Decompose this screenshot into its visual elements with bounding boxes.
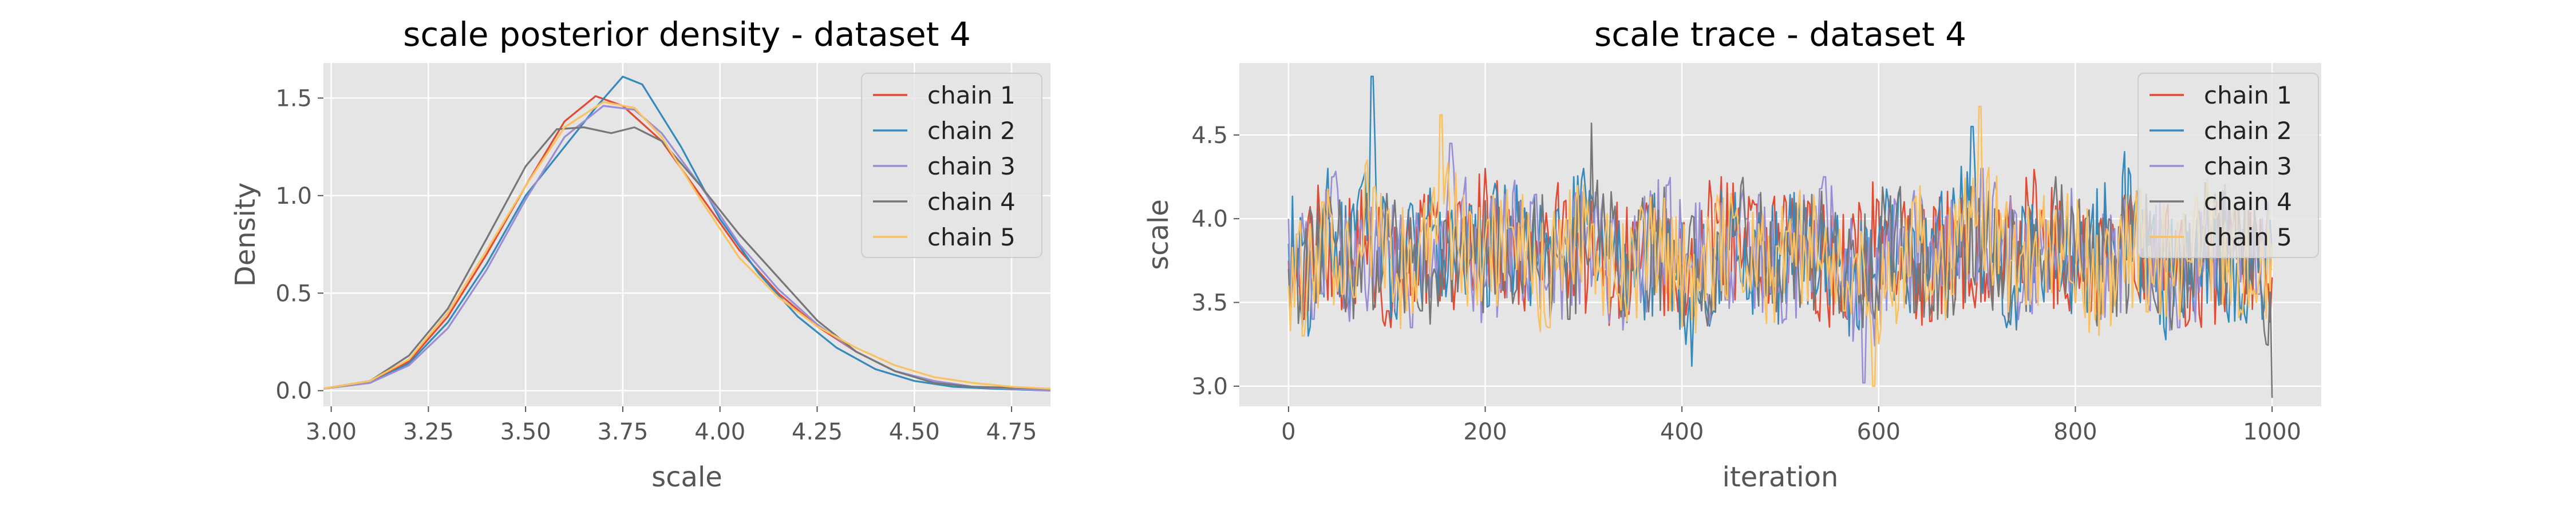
density-x-tick-label: 4.50 — [889, 419, 940, 445]
trace-x-ticks: 0 200 400 600 800 1000 — [1281, 406, 2301, 445]
trace-y-tick-label: 4.0 — [1191, 206, 1228, 232]
density-y-axis-label: Density — [230, 183, 262, 287]
trace-x-axis-label: iteration — [1722, 461, 1839, 493]
density-x-tick-label: 4.75 — [986, 419, 1037, 445]
density-y-ticks: 0.0 0.5 1.0 1.5 — [275, 85, 323, 405]
trace-y-ticks: 3.0 3.5 4.0 4.5 — [1191, 122, 1239, 400]
density-x-tick-label: 3.75 — [597, 419, 648, 445]
trace-legend-label-1: chain 1 — [2204, 81, 2292, 109]
trace-legend-box — [2138, 73, 2319, 258]
density-series-line-4 — [323, 126, 1050, 390]
trace-y-tick-label: 3.5 — [1191, 290, 1228, 316]
density-series-line-2 — [323, 76, 1050, 392]
trace-legend-label-4: chain 4 — [2204, 188, 2292, 216]
trace-y-tick-label: 4.5 — [1191, 122, 1228, 149]
density-legend-label-2: chain 2 — [927, 117, 1016, 145]
density-legend-label-4: chain 4 — [927, 188, 1016, 216]
density-x-tick-label: 4.25 — [792, 419, 843, 445]
trace-x-tick-label: 600 — [1857, 419, 1901, 445]
trace-x-tick-label: 400 — [1660, 419, 1704, 445]
density-chart: scale posterior density - dataset 4 3.00… — [230, 15, 1050, 493]
trace-series-line-5 — [1287, 105, 2273, 387]
trace-series — [1287, 76, 2273, 398]
density-x-tick-label: 3.25 — [403, 419, 454, 445]
trace-x-tick-label: 0 — [1281, 419, 1295, 445]
trace-x-tick-label: 1000 — [2243, 419, 2301, 445]
density-y-tick-label: 1.5 — [275, 85, 312, 112]
density-y-tick-label: 0.0 — [275, 378, 312, 405]
trace-legend: chain 1 chain 2 chain 3 chain 4 chain 5 — [2138, 73, 2319, 258]
density-legend: chain 1 chain 2 chain 3 chain 4 chain 5 — [861, 73, 1042, 258]
density-chart-title: scale posterior density - dataset 4 — [403, 15, 971, 54]
density-series-line-3 — [323, 105, 1050, 392]
density-x-tick-label: 3.00 — [306, 419, 357, 445]
density-y-tick-label: 0.5 — [275, 280, 312, 307]
density-x-tick-label: 3.50 — [500, 419, 551, 445]
trace-y-tick-label: 3.0 — [1191, 374, 1228, 400]
density-legend-box — [861, 73, 1042, 258]
density-legend-label-1: chain 1 — [927, 81, 1016, 109]
density-x-tick-label: 4.00 — [694, 419, 745, 445]
trace-legend-label-5: chain 5 — [2204, 223, 2292, 251]
density-legend-label-5: chain 5 — [927, 223, 1016, 251]
density-x-axis-label: scale — [651, 461, 722, 493]
density-series-line-5 — [323, 101, 1050, 390]
density-series — [323, 76, 1050, 392]
trace-legend-label-3: chain 3 — [2204, 152, 2292, 180]
trace-x-tick-label: 800 — [2053, 419, 2097, 445]
density-x-ticks: 3.00 3.25 3.50 3.75 4.00 4.25 4.50 4.75 — [306, 406, 1037, 445]
trace-legend-label-2: chain 2 — [2204, 117, 2292, 145]
trace-series-line-4 — [1287, 122, 2273, 398]
density-legend-label-3: chain 3 — [927, 152, 1016, 180]
density-y-tick-label: 1.0 — [275, 183, 312, 209]
trace-chart: scale trace - dataset 4 0 200 400 600 800 100… — [1143, 15, 2321, 493]
trace-series-line-2 — [1287, 76, 2273, 367]
trace-chart-title: scale trace - dataset 4 — [1594, 15, 1966, 54]
trace-y-axis-label: scale — [1143, 199, 1175, 270]
trace-x-tick-label: 200 — [1463, 419, 1507, 445]
